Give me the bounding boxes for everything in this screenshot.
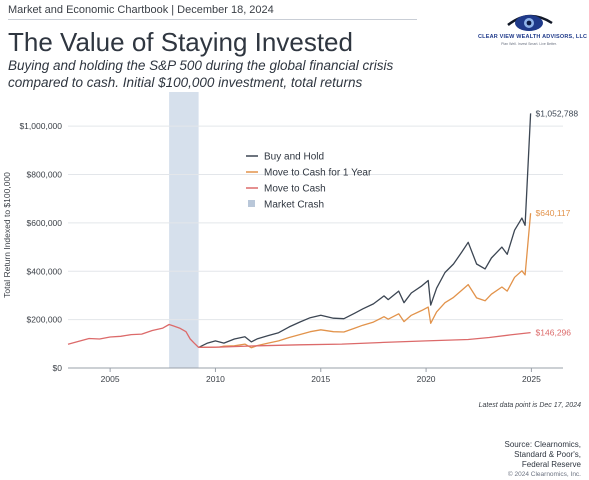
source-line-2: Standard & Poor's, [514, 450, 581, 459]
chartbook-header: Market and Economic Chartbook | December… [8, 4, 274, 16]
y-tick-label: $400,000 [27, 266, 63, 276]
eye-logo-icon [507, 14, 553, 31]
company-logo: CLEAR VIEW WEALTH ADVISORS, LLC Plan Wel… [478, 10, 588, 52]
y-tick-label: $200,000 [27, 315, 63, 325]
chart-title: The Value of Staying Invested [8, 27, 353, 57]
legend-label-market-crash: Market Crash [264, 200, 324, 211]
series-end-label-1: $640,117 [536, 208, 571, 218]
source-block: Source: Clearnomics, Standard & Poor's, … [505, 440, 581, 480]
chart-subtitle: Buying and holding the S&P 500 during th… [8, 58, 394, 90]
x-tick-label: 2025 [522, 374, 541, 384]
copyright: © 2024 Clearnomics, Inc. [507, 471, 581, 478]
latest-data-note: Latest data point is Dec 17, 2024 [478, 402, 581, 409]
legend-label-0: Buy and Hold [264, 152, 324, 163]
series-end-label-0: $1,052,788 [536, 108, 579, 118]
legend-label-1: Move to Cash for 1 Year [264, 168, 372, 179]
logo-company-name: CLEAR VIEW WEALTH ADVISORS, LLC [478, 34, 588, 40]
market-crash-region [169, 92, 199, 368]
y-axis-label: Total Return Indexed to $100,000 [2, 172, 12, 298]
y-tick-label: $800,000 [27, 170, 63, 180]
logo-tagline: Plan Well. Invest Smart. Live Better. [501, 42, 557, 46]
legend-label-2: Move to Cash [264, 184, 326, 195]
series-end-label-2: $146,296 [536, 328, 572, 338]
line-chart: $0 $200,000 $400,000 $600,000 $800,000 $1,000… [2, 92, 579, 384]
source-line-3: Federal Reserve [521, 460, 581, 469]
series-line-1 [198, 213, 532, 349]
x-tick-label: 2015 [311, 374, 330, 384]
legend-swatch-market-crash [248, 200, 255, 207]
y-tick-label: $1,000,000 [19, 121, 62, 131]
y-tick-label: $0 [53, 363, 63, 373]
x-tick-label: 2005 [101, 374, 120, 384]
y-tick-label: $600,000 [27, 218, 63, 228]
x-tick-label: 2010 [206, 374, 225, 384]
source-line-1: Source: Clearnomics, [504, 440, 581, 449]
series-line-0 [198, 113, 532, 348]
series-line-2 [67, 323, 531, 349]
x-tick-label: 2020 [417, 374, 436, 384]
header-divider [8, 19, 417, 20]
